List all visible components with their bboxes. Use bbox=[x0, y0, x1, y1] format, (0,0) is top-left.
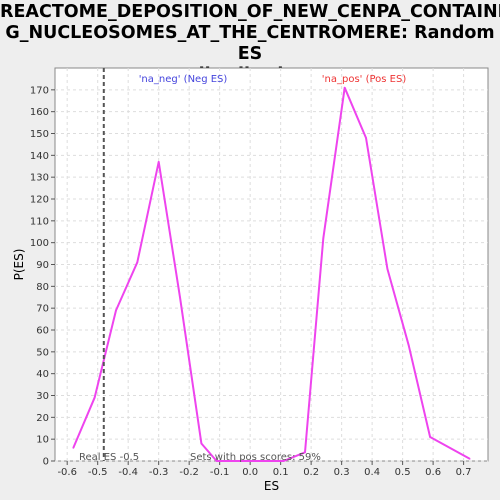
x-tick-label: 0.4 bbox=[364, 467, 380, 478]
y-axis-ticks: 0 10 20 30 40 50 60 70 80 90 100 110 120 130 140 150 160… bbox=[30, 85, 55, 468]
x-tick-label: 0.5 bbox=[395, 467, 411, 478]
x-tick-label: 0.0 bbox=[242, 467, 258, 478]
x-tick-label: -0.1 bbox=[210, 467, 230, 478]
x-tick-label: 0.7 bbox=[456, 467, 472, 478]
y-tick-label: 120 bbox=[30, 195, 49, 206]
x-axis-ticks: -0.6 -0.5 -0.4 -0.3 -0.2 -0.1 0.0 0.1 0.2 0.3 0.4 0… bbox=[57, 461, 472, 478]
data-point bbox=[322, 237, 325, 240]
x-tick-label: -0.2 bbox=[179, 467, 199, 478]
y-tick-label: 130 bbox=[30, 173, 49, 184]
y-tick-label: 10 bbox=[36, 435, 49, 446]
x-tick-label: 0.6 bbox=[425, 467, 441, 478]
data-point bbox=[72, 447, 75, 449]
y-tick-label: 30 bbox=[36, 391, 49, 402]
data-point bbox=[215, 460, 218, 462]
chart-title: REACTOME_DEPOSITION_OF_NEW_CENPA_CONTAIN… bbox=[0, 2, 500, 85]
data-point bbox=[365, 137, 367, 139]
data-point bbox=[282, 460, 285, 462]
y-tick-label: 160 bbox=[30, 107, 49, 118]
data-point bbox=[136, 261, 139, 264]
x-tick-label: -0.4 bbox=[118, 467, 138, 478]
pos-es-label: 'na_pos' (Pos ES) bbox=[322, 74, 407, 85]
data-point bbox=[407, 344, 410, 347]
real-es-label: Real ES -0.5 bbox=[79, 452, 139, 463]
y-tick-label: 70 bbox=[36, 304, 49, 315]
neg-es-label: 'na_neg' (Neg ES) bbox=[139, 74, 228, 85]
series-layer bbox=[72, 86, 471, 462]
y-tick-label: 80 bbox=[36, 282, 49, 293]
pos-scores-label: Sets with pos scores: 59% bbox=[190, 452, 321, 463]
y-tick-label: 60 bbox=[36, 326, 49, 337]
data-point bbox=[304, 451, 306, 454]
y-tick-label: 50 bbox=[36, 347, 49, 358]
x-axis-label: ES bbox=[264, 479, 279, 493]
data-point bbox=[93, 396, 96, 399]
data-point bbox=[179, 296, 181, 299]
data-point bbox=[386, 268, 389, 270]
data-point bbox=[115, 309, 117, 312]
data-point bbox=[343, 86, 346, 89]
y-tick-label: 110 bbox=[30, 216, 49, 227]
x-tick-label: -0.3 bbox=[149, 467, 169, 478]
y-tick-label: 20 bbox=[36, 413, 49, 424]
y-tick-label: 150 bbox=[30, 129, 49, 140]
y-tick-label: 90 bbox=[36, 260, 49, 271]
data-point bbox=[157, 161, 160, 163]
y-tick-label: 170 bbox=[30, 85, 49, 96]
y-tick-label: 0 bbox=[43, 457, 49, 468]
y-tick-label: 140 bbox=[30, 151, 49, 162]
x-tick-label: -0.6 bbox=[57, 467, 77, 478]
data-point bbox=[468, 458, 471, 460]
data-point bbox=[429, 436, 431, 438]
y-tick-label: 40 bbox=[36, 369, 49, 380]
y-tick-label: 100 bbox=[30, 238, 49, 249]
x-tick-label: -0.5 bbox=[88, 467, 108, 478]
y-axis-label: P(ES) bbox=[12, 249, 26, 281]
x-tick-label: 0.1 bbox=[273, 467, 289, 478]
x-tick-label: 0.2 bbox=[303, 467, 319, 478]
data-point bbox=[200, 442, 203, 445]
x-tick-label: 0.3 bbox=[334, 467, 350, 478]
